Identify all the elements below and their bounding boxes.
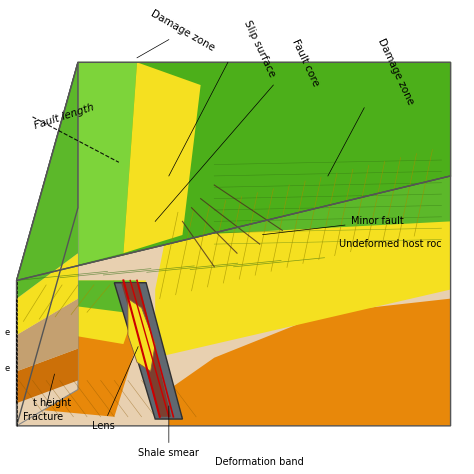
Polygon shape bbox=[121, 283, 171, 417]
Polygon shape bbox=[123, 62, 201, 253]
Text: e: e bbox=[5, 328, 10, 337]
Text: e: e bbox=[5, 365, 10, 374]
Polygon shape bbox=[17, 62, 78, 426]
Text: Damage zone: Damage zone bbox=[376, 36, 416, 106]
Text: Damage zone: Damage zone bbox=[149, 8, 216, 53]
Polygon shape bbox=[17, 62, 78, 299]
Text: Undeformed host roc: Undeformed host roc bbox=[339, 239, 441, 249]
Polygon shape bbox=[128, 299, 155, 371]
Polygon shape bbox=[17, 281, 137, 312]
Polygon shape bbox=[17, 176, 451, 426]
Text: Deformation band: Deformation band bbox=[215, 457, 304, 467]
Polygon shape bbox=[17, 62, 137, 281]
Polygon shape bbox=[169, 299, 451, 426]
Polygon shape bbox=[17, 62, 451, 281]
Polygon shape bbox=[191, 176, 451, 235]
Polygon shape bbox=[17, 299, 78, 371]
Polygon shape bbox=[17, 253, 78, 335]
Polygon shape bbox=[114, 283, 182, 419]
Text: Fault core: Fault core bbox=[290, 37, 320, 88]
Text: Shale smear: Shale smear bbox=[138, 406, 199, 458]
Text: Slip surface: Slip surface bbox=[242, 19, 277, 79]
Text: Fracture: Fracture bbox=[23, 374, 64, 422]
Polygon shape bbox=[17, 348, 78, 403]
Text: Minor fault: Minor fault bbox=[263, 216, 403, 235]
Text: Lens: Lens bbox=[91, 346, 138, 431]
Polygon shape bbox=[17, 281, 146, 344]
Polygon shape bbox=[155, 176, 451, 358]
Polygon shape bbox=[17, 281, 137, 417]
Text: t height: t height bbox=[33, 398, 71, 408]
Text: Fault length: Fault length bbox=[33, 102, 96, 131]
